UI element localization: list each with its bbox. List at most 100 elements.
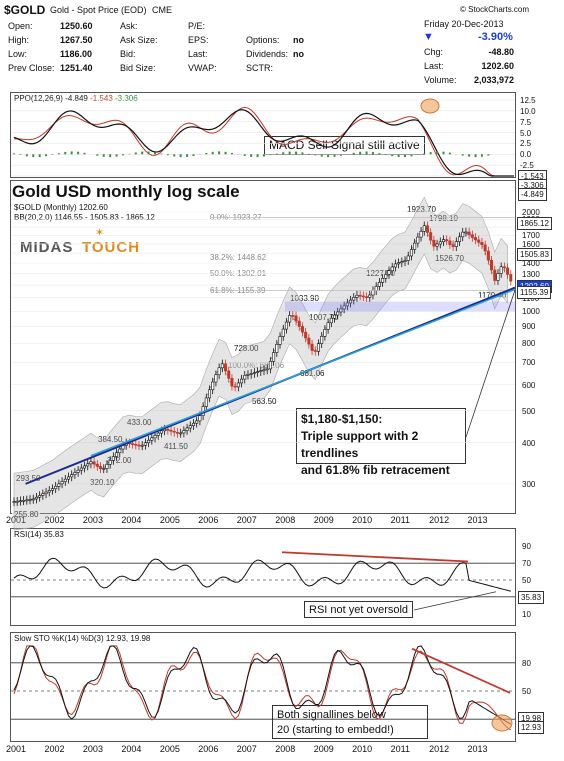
candle-body	[230, 378, 234, 387]
date: Friday 20-Dec-2013	[424, 19, 504, 29]
ppo-histogram-bar	[250, 154, 253, 157]
year-tick-label: 2008	[275, 744, 296, 754]
candle-body	[224, 363, 228, 372]
candle-body	[54, 485, 58, 490]
candle-body	[371, 290, 375, 296]
fib-level-label: 0.0%: 1923.27	[210, 212, 262, 222]
annotation-pointer	[465, 289, 516, 438]
candle-body	[60, 481, 64, 485]
quote-label: Chg:	[424, 47, 444, 57]
price-right-value: 1155.39	[517, 285, 552, 299]
year-tick-label: 2009	[313, 515, 334, 525]
ppo-histogram-bar	[230, 152, 233, 155]
year-tick-label: 2013	[467, 515, 488, 525]
year-tick-label: 2012	[429, 744, 450, 754]
candle-body	[307, 337, 311, 345]
brand: © StockCharts.com	[460, 5, 530, 14]
year-tick-label: 2005	[159, 744, 180, 754]
year-tick-label: 2012	[429, 515, 450, 525]
ppo-histogram-bar	[243, 154, 246, 156]
ppo-histogram-bar	[391, 154, 394, 157]
price-label: 1007.70	[307, 312, 340, 324]
ppo-histogram-bar	[121, 154, 124, 156]
quote-label: Volume:	[424, 75, 457, 85]
quote-value: 1250.60	[60, 21, 93, 31]
rsi-line	[13, 557, 511, 592]
candle-body	[509, 274, 513, 282]
ppo-histogram-bar	[416, 154, 419, 155]
ppo-histogram-bar	[480, 154, 483, 157]
price-label: 293.50	[14, 473, 43, 484]
ppo-histogram-bar	[173, 154, 176, 157]
ppo-histogram-bar	[468, 154, 471, 157]
candle-body	[464, 231, 468, 234]
price-label: 1033.90	[288, 292, 321, 304]
price-label: 411.50	[162, 440, 190, 452]
candle-body	[313, 350, 317, 352]
ppo-histogram-bar	[70, 151, 73, 155]
candle-body	[188, 425, 192, 429]
candle-body	[272, 352, 276, 362]
candle-body	[256, 371, 260, 373]
candle-body	[474, 237, 478, 241]
candle-body	[83, 465, 87, 469]
price-label: 320.10	[88, 476, 117, 488]
candle-body	[339, 308, 343, 313]
year-tick-label: 2006	[198, 515, 219, 525]
price-tick-label: 1000	[522, 307, 540, 317]
sto-annotation-line2: 20 (starting to embedd!)	[277, 724, 394, 736]
candle-body	[326, 322, 330, 330]
ppo-histogram-bar	[263, 154, 265, 157]
price-label: 1798.10	[427, 213, 460, 225]
quote-value: no	[293, 35, 304, 45]
candle-body	[118, 448, 122, 454]
candle-body	[182, 430, 186, 434]
candle-body	[25, 499, 29, 502]
price-tick-label: 1600	[522, 239, 540, 249]
ppo-histogram-bar	[269, 154, 272, 156]
ppo-histogram-bar	[436, 151, 439, 155]
ppo-histogram-bar	[378, 153, 381, 155]
ppo-histogram-bar	[45, 154, 48, 157]
year-tick-label: 2005	[159, 515, 180, 525]
candle-body	[86, 463, 90, 467]
candle-body	[316, 343, 320, 352]
candle-body	[66, 476, 70, 480]
support-annotation-line1: Triple support with 2 trendlines	[301, 429, 419, 460]
candle-body	[50, 488, 54, 491]
price-tick-label: 900	[522, 322, 536, 332]
quote-label: Open:	[8, 21, 33, 31]
candle-body	[34, 496, 38, 500]
candle-body	[361, 295, 365, 298]
quote-label: Last:	[188, 49, 208, 59]
candle-body	[246, 374, 250, 376]
candle-body	[300, 326, 304, 333]
price-label: 728.00	[232, 342, 261, 354]
candle-body	[333, 314, 337, 319]
candle-body	[374, 286, 378, 291]
quote-label: High:	[8, 35, 30, 45]
quote-label: VWAP:	[188, 63, 217, 73]
candle-body	[413, 242, 417, 250]
candle-body	[41, 493, 45, 496]
price-label: 681.06	[298, 368, 327, 380]
candle-body	[134, 443, 138, 446]
ppo-histogram-bar	[365, 151, 368, 155]
candle-body	[252, 372, 256, 374]
quote-label: SCTR:	[246, 63, 273, 73]
candle-body	[445, 239, 449, 242]
ppo-histogram-bar	[442, 151, 445, 155]
candle-body	[214, 374, 218, 383]
candle-body	[458, 236, 462, 242]
candle-body	[262, 369, 266, 372]
candle-body	[323, 329, 327, 337]
candle-body	[438, 241, 442, 245]
ppo-histogram-bar	[359, 151, 362, 155]
ppo-histogram-bar	[32, 154, 35, 158]
candle-body	[451, 244, 455, 247]
rsi-tick-label: 10	[522, 609, 531, 619]
candle-body	[44, 491, 48, 495]
candle-body	[143, 442, 147, 446]
quote-label: Low:	[8, 49, 28, 59]
candle-body	[355, 294, 359, 298]
